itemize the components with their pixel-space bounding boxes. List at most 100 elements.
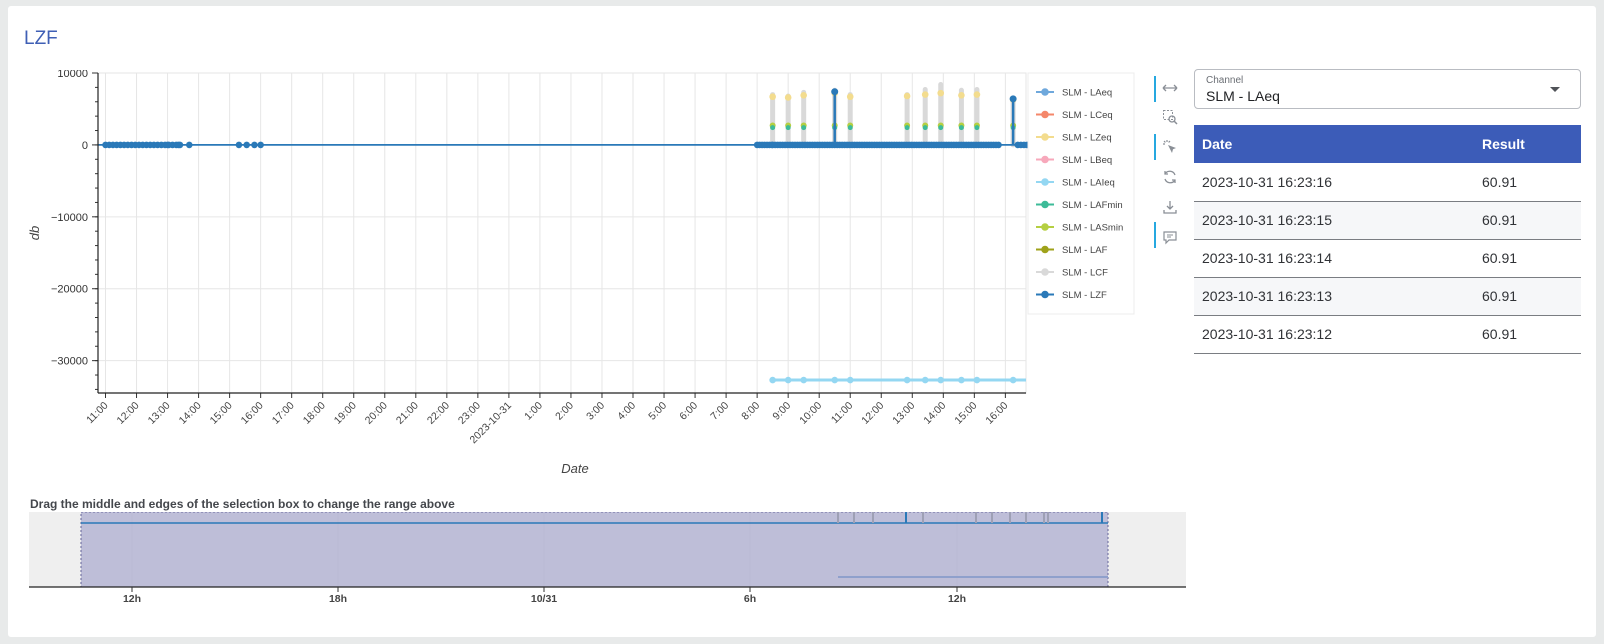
range-navigator[interactable]: 12h 18h 10/31 6h 12h <box>28 512 1188 607</box>
toolbar-active-indicator <box>1154 76 1156 102</box>
x-tick-label: 4:00 <box>615 400 638 423</box>
legend-item-label[interactable]: SLM - LCF <box>1062 268 1108 279</box>
navigator-tick-label: 10/31 <box>531 593 557 605</box>
legend-item-label[interactable]: SLM - LAF <box>1062 245 1108 256</box>
x-tick-label: 17:00 <box>270 400 297 427</box>
x-tick-label: 23:00 <box>456 400 483 427</box>
laieq-point <box>769 376 776 384</box>
y-tick-label: 10000 <box>57 70 88 80</box>
row-date: 2023-10-31 16:23:12 <box>1194 315 1474 354</box>
legend-swatch-marker <box>1041 110 1049 119</box>
lzf-point <box>831 88 839 96</box>
reset-icon[interactable] <box>1158 166 1182 188</box>
range-selection-box[interactable] <box>80 512 1109 588</box>
x-tick-label: 16:00 <box>239 400 266 427</box>
table-row[interactable]: 2023-10-31 16:23:16 60.91 <box>1194 163 1581 202</box>
lzeq-point <box>784 94 792 101</box>
navigator-tick-label: 18h <box>329 593 347 605</box>
x-tick-label: 18:00 <box>301 400 328 427</box>
x-tick-label: 9:00 <box>770 400 793 423</box>
x-tick-label: 16:00 <box>983 400 1010 427</box>
y-tick-label: 0 <box>82 140 88 152</box>
lafmin-point <box>958 125 964 131</box>
navigator-tick-label: 12h <box>948 593 966 605</box>
laieq-point <box>831 376 839 384</box>
lafmin-point <box>847 125 853 131</box>
table-row[interactable]: 2023-10-31 16:23:15 60.91 <box>1194 201 1581 240</box>
toolbar-active-indicator-3 <box>1154 222 1156 248</box>
main-chart[interactable]: 11:00 12:00 13:00 14:00 15:00 16:00 17:00 18:00… <box>20 70 1170 490</box>
lzeq-point <box>903 92 911 100</box>
x-tick-label: 10:00 <box>797 400 824 427</box>
laieq-point <box>921 376 929 384</box>
x-tick-label: 3:00 <box>584 400 607 423</box>
legend-item-label[interactable]: SLM - LZF <box>1062 290 1107 301</box>
lzeq-point <box>958 91 965 99</box>
lzf-point <box>164 141 171 149</box>
box-zoom-icon[interactable] <box>1158 106 1182 128</box>
tap-select-icon[interactable] <box>1158 136 1182 158</box>
row-date: 2023-10-31 16:23:14 <box>1194 239 1474 278</box>
x-axis-label: Date <box>561 461 588 476</box>
lzf-point <box>995 141 1002 149</box>
result-column-header[interactable]: Result <box>1474 125 1581 163</box>
date-column-header[interactable]: Date <box>1194 125 1474 163</box>
table-row[interactable]: 2023-10-31 16:23:14 60.91 <box>1194 239 1581 278</box>
lzeq-point <box>800 91 807 99</box>
row-result: 60.91 <box>1474 201 1581 240</box>
x-tick-label: 14:00 <box>177 400 204 427</box>
lzeq-point <box>973 91 981 98</box>
x-tick-label: 7:00 <box>708 400 731 423</box>
x-tick-label: 20:00 <box>363 400 390 427</box>
legend-item-label[interactable]: SLM - LBeq <box>1062 155 1112 166</box>
lzf-point <box>243 141 250 149</box>
row-result: 60.91 <box>1474 239 1581 278</box>
y-tick-label: −20000 <box>51 284 88 296</box>
table-row[interactable]: 2023-10-31 16:23:12 60.91 <box>1194 315 1581 354</box>
pan-icon[interactable] <box>1158 77 1182 99</box>
lafmin-point <box>785 125 791 131</box>
y-tick-label: −10000 <box>51 212 88 224</box>
table-header-row: Date Result <box>1194 125 1581 163</box>
legend-swatch-marker <box>1041 133 1049 141</box>
laieq-point <box>784 376 792 384</box>
legend-item-label[interactable]: SLM - LAeq <box>1062 88 1112 99</box>
laieq-point <box>800 376 807 384</box>
lzeq-point <box>846 93 854 101</box>
lzf-point <box>257 141 264 149</box>
plot-area <box>97 72 1027 394</box>
legend-item-label[interactable]: SLM - LZeq <box>1062 133 1112 144</box>
row-result: 60.91 <box>1474 163 1581 202</box>
x-tick-label: 14:00 <box>921 400 948 427</box>
lafmin-point <box>904 125 910 131</box>
lzf-point <box>175 141 182 149</box>
channel-select-label: Channel <box>1206 75 1244 86</box>
row-date: 2023-10-31 16:23:15 <box>1194 201 1474 240</box>
lafmin-point <box>938 125 944 131</box>
channel-select[interactable]: Channel SLM - LAeq <box>1194 69 1581 109</box>
lzf-point <box>185 141 193 149</box>
x-tick-label: 19:00 <box>332 400 359 427</box>
chart-legend[interactable]: SLM - LAeq SLM - LCeq SLM - LZeq SLM - LBeq… <box>1027 72 1135 315</box>
x-tick-label: 2:00 <box>553 400 576 423</box>
x-tick-label: 22:00 <box>425 400 452 427</box>
chevron-down-icon[interactable] <box>1550 87 1560 92</box>
toolbar-active-indicator-2 <box>1154 134 1156 160</box>
legend-item-label[interactable]: SLM - LAIeq <box>1062 178 1115 189</box>
hover-icon[interactable] <box>1158 226 1182 248</box>
legend-swatch-marker <box>1041 245 1049 254</box>
legend-item-label[interactable]: SLM - LASmin <box>1062 223 1123 234</box>
lafmin-point <box>974 125 980 131</box>
x-tick-label: 11:00 <box>829 400 856 427</box>
legend-swatch-marker <box>1041 290 1049 299</box>
row-result: 60.91 <box>1474 277 1581 316</box>
x-tick-label: 11:00 <box>84 400 111 427</box>
lzeq-point <box>769 93 776 101</box>
row-date: 2023-10-31 16:23:13 <box>1194 277 1474 316</box>
navigator-tick-label: 12h <box>123 593 141 605</box>
legend-item-label[interactable]: SLM - LCeq <box>1062 110 1113 121</box>
laieq-point <box>903 376 911 384</box>
save-icon[interactable] <box>1158 196 1182 218</box>
legend-item-label[interactable]: SLM - LAFmin <box>1062 200 1123 211</box>
table-row[interactable]: 2023-10-31 16:23:13 60.91 <box>1194 277 1581 316</box>
